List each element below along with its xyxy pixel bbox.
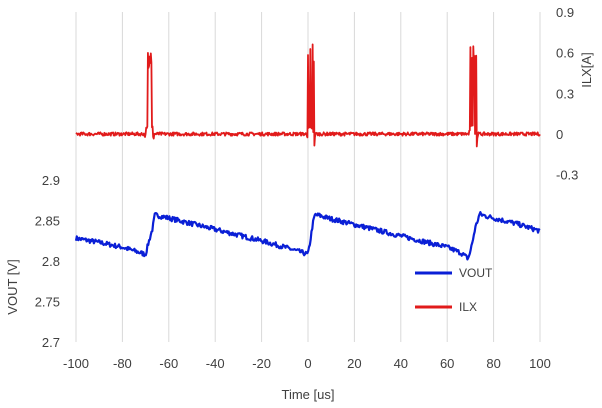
x-tick-label: -20 — [252, 356, 271, 371]
tick-labels: -100 -80 -60 -40 -20 0 20 40 60 80 100 2.7 2.75 2.8 2.… — [35, 5, 579, 371]
x-tick-label: -100 — [63, 356, 89, 371]
y-left-tick-label: 2.75 — [35, 295, 60, 310]
y-axis-right-title: ILX[A] — [579, 52, 594, 87]
ilx-legend-label: ILX — [459, 300, 477, 314]
y-axis-left-title: VOUT [V] — [5, 259, 20, 314]
x-tick-label: 80 — [486, 356, 500, 371]
y-right-tick-label: -0.3 — [556, 168, 578, 183]
x-tick-label: 40 — [394, 356, 408, 371]
x-tick-label: -80 — [113, 356, 132, 371]
vout-legend-label: VOUT — [459, 266, 493, 280]
y-right-tick-label: 0.3 — [556, 86, 574, 101]
x-tick-label: 100 — [529, 356, 551, 371]
y-right-tick-label: 0.6 — [556, 46, 574, 61]
y-left-tick-label: 2.9 — [42, 173, 60, 188]
x-tick-label: 0 — [304, 356, 311, 371]
y-right-tick-label: 0 — [556, 127, 563, 142]
y-left-tick-label: 2.85 — [35, 214, 60, 229]
legend: VOUT ILX — [415, 266, 493, 314]
x-tick-label: 20 — [347, 356, 361, 371]
y-left-tick-label: 2.8 — [42, 254, 60, 269]
ilx-line — [75, 43, 541, 148]
x-axis-title: Time [us] — [282, 387, 335, 402]
x-tick-label: 60 — [440, 356, 454, 371]
vout-line — [74, 211, 541, 261]
x-tick-label: -60 — [159, 356, 178, 371]
y-right-tick-label: 0.9 — [556, 5, 574, 20]
series-lines — [74, 43, 541, 261]
y-left-tick-label: 2.7 — [42, 335, 60, 350]
x-tick-label: -40 — [206, 356, 225, 371]
